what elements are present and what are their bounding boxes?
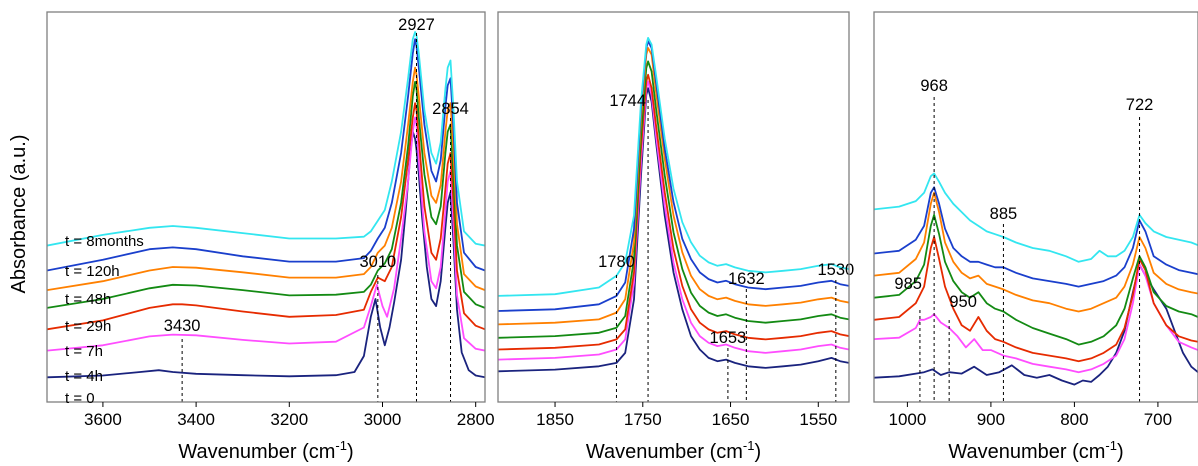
- plot-frame-fp: [873, 11, 1198, 403]
- series-co-0: [498, 87, 849, 373]
- series-labels: t = 8months t = 120h t = 48h t = 29h t = 7h t…: [65, 233, 144, 407]
- annotation-label-1530: 1530: [817, 261, 854, 279]
- series-label: t = 7h: [65, 343, 103, 360]
- series-ch-4: [47, 66, 485, 291]
- series-co-3: [498, 60, 849, 339]
- x-tick-label-co: 1650: [712, 410, 750, 429]
- annotation-label-1780: 1780: [598, 253, 635, 271]
- series-ch-2: [47, 102, 485, 331]
- series-co-6: [498, 37, 849, 297]
- series-label: t = 4h: [65, 368, 103, 385]
- series-label: t = 120h: [65, 263, 120, 280]
- spectra-fp: [874, 172, 1198, 386]
- x-tick-label-fp: 700: [1144, 410, 1172, 429]
- annotation-label-950: 950: [949, 293, 977, 311]
- x-tick-label-co: 1750: [624, 410, 662, 429]
- annotation-label-1744: 1744: [609, 92, 646, 110]
- annotation-label-985: 985: [894, 275, 922, 293]
- spectra-co: [498, 37, 849, 373]
- annotation-label-885: 885: [990, 205, 1018, 223]
- series-label: t = 8months: [65, 233, 144, 250]
- panel-ch: 3430 3010 2927 2854 3600 3400 3200 3000 2800 Wave…: [46, 11, 495, 463]
- x-axis-label-ch: Wavenumber (cm-1): [178, 438, 353, 463]
- series-label: t = 48h: [65, 291, 111, 308]
- series-ch-6: [47, 31, 485, 247]
- x-tick-label-fp: 1000: [888, 410, 926, 429]
- series-fp-2: [874, 236, 1198, 363]
- annotation-label-722: 722: [1126, 96, 1154, 114]
- x-tick-label-ch: 3000: [364, 410, 402, 429]
- x-tick-label-co: 1550: [799, 410, 837, 429]
- series-co-2: [498, 73, 849, 351]
- series-fp-5: [874, 186, 1198, 288]
- series-label: t = 29h: [65, 318, 111, 335]
- series-ch-5: [47, 38, 485, 272]
- annotation-label-1632: 1632: [728, 270, 765, 288]
- panel-co: 1780 1744 1653 1632 1530 1850 1750 1650 1550 Wave…: [497, 11, 854, 463]
- x-tick-label-fp: 800: [1060, 410, 1088, 429]
- annotation-label-3010: 3010: [359, 253, 396, 271]
- annotation-label-3430: 3430: [164, 317, 201, 335]
- x-tick-label-ch: 3400: [177, 410, 215, 429]
- series-fp-3: [874, 214, 1198, 346]
- series-label: t = 0: [65, 390, 95, 407]
- x-axis-label-fp: Wavenumber (cm-1): [948, 438, 1123, 463]
- plot-frame-ch: [46, 11, 486, 403]
- series-co-4: [498, 47, 849, 326]
- series-co-1: [498, 80, 849, 361]
- plot-frame-co: [497, 11, 850, 403]
- annotation-label-2854: 2854: [432, 100, 469, 118]
- x-tick-label-ch: 3200: [270, 410, 308, 429]
- series-fp-6: [874, 172, 1198, 263]
- series-co-5: [498, 40, 849, 312]
- x-tick-label-ch: 3600: [84, 410, 122, 429]
- x-axis-label-co: Wavenumber (cm-1): [586, 438, 761, 463]
- series-fp-1: [874, 263, 1198, 374]
- annotation-label-1653: 1653: [710, 329, 747, 347]
- series-fp-4: [874, 191, 1198, 313]
- annotation-label-2927: 2927: [398, 16, 435, 34]
- x-tick-label-co: 1850: [536, 410, 574, 429]
- spectra-ch: [47, 31, 485, 379]
- y-axis-label: Absorbance (a.u.): [8, 135, 30, 294]
- panel-fp: 985 968 950 885 722 1000 900 800 700 Wavenumber (…: [873, 11, 1198, 463]
- x-tick-label-ch: 2800: [457, 410, 495, 429]
- annotation-label-968: 968: [920, 77, 948, 95]
- x-tick-label-fp: 900: [977, 410, 1005, 429]
